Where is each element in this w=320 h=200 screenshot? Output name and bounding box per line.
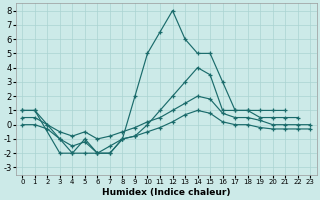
X-axis label: Humidex (Indice chaleur): Humidex (Indice chaleur)	[102, 188, 230, 197]
